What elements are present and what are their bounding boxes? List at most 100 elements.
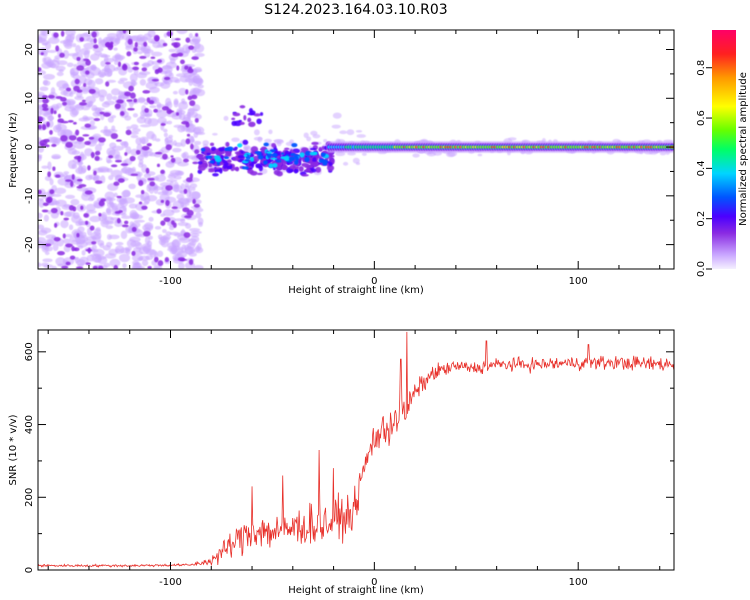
spectral-blob xyxy=(140,189,145,195)
colorbar-ticks: 0.0 0.2 0.4 0.6 0.8 xyxy=(696,60,712,277)
spectral-blob xyxy=(51,265,58,269)
spectral-blob xyxy=(78,218,84,226)
spectral-blob xyxy=(242,139,249,145)
spectral-blob xyxy=(156,59,163,63)
spectral-blob xyxy=(143,173,152,179)
spectral-blob xyxy=(62,49,70,59)
spectral-blob xyxy=(196,154,203,159)
spectral-blob xyxy=(342,161,349,166)
spectral-blob xyxy=(160,220,166,226)
spectral-blob xyxy=(272,163,278,168)
y-tick-label: 0 xyxy=(24,567,35,573)
spectral-blob xyxy=(129,155,136,162)
spectral-blob xyxy=(273,139,284,143)
spectral-blob xyxy=(212,173,219,177)
spectral-blob xyxy=(180,258,187,262)
spectral-blob xyxy=(162,229,167,234)
spectral-blob xyxy=(93,170,97,176)
spectral-blob xyxy=(162,128,168,133)
spectral-blob xyxy=(120,111,125,116)
spectral-blob xyxy=(138,159,144,165)
spectral-blob xyxy=(254,151,261,154)
spectral-blob xyxy=(109,258,121,268)
spectral-blob xyxy=(99,111,105,115)
spectral-blob xyxy=(148,235,153,240)
spectral-blob xyxy=(190,135,195,142)
spectral-blob xyxy=(54,222,58,228)
spectral-blob xyxy=(130,124,139,130)
spectral-blob xyxy=(129,92,136,99)
spectral-blob xyxy=(77,156,82,163)
spectral-blob xyxy=(131,128,141,133)
spectral-blob xyxy=(115,241,124,246)
spectral-blob xyxy=(223,115,229,121)
spectral-blob xyxy=(195,33,199,37)
spectral-blob xyxy=(232,112,241,117)
spectrogram-frame xyxy=(37,29,675,270)
spectral-blob xyxy=(253,129,260,136)
spectral-blob xyxy=(181,98,186,103)
spectral-blob xyxy=(156,109,168,119)
spectral-blob xyxy=(188,66,192,71)
spectral-blob xyxy=(141,67,148,72)
spectral-blob xyxy=(43,214,50,222)
spectral-blob xyxy=(189,183,198,189)
spectral-blob xyxy=(253,113,261,117)
spectral-blob xyxy=(163,76,171,81)
spectral-blob xyxy=(73,140,86,149)
spectrogram-xlabel: Height of straight line (km) xyxy=(288,285,424,296)
spectral-blob xyxy=(83,42,95,50)
spectral-blob xyxy=(79,85,91,92)
spectral-blob xyxy=(77,226,85,233)
spectral-blob xyxy=(100,198,107,202)
spectral-blob xyxy=(237,143,243,148)
spectral-blob xyxy=(63,217,70,221)
spectral-blob xyxy=(81,249,86,256)
spectral-blob xyxy=(70,68,75,78)
spectral-blob xyxy=(66,100,75,106)
spectral-blob xyxy=(46,49,57,54)
spectral-blob xyxy=(49,178,54,186)
spectral-blob xyxy=(49,129,53,135)
spectral-blob xyxy=(38,111,42,117)
spectral-blob xyxy=(122,263,127,269)
spectral-blob xyxy=(83,213,89,218)
spectral-blob xyxy=(132,66,140,71)
spectral-blob xyxy=(98,137,106,143)
spectral-blob xyxy=(176,107,183,114)
spectral-blob xyxy=(157,260,164,267)
spectral-blob xyxy=(84,190,93,195)
spectral-blob xyxy=(321,152,326,156)
spectral-blob xyxy=(137,50,143,55)
spectral-blob xyxy=(189,100,196,107)
spectral-blob xyxy=(283,155,291,161)
spectral-blob xyxy=(137,96,146,104)
spectral-blob xyxy=(124,220,129,225)
spectral-blob xyxy=(125,45,131,51)
spectral-blob xyxy=(114,103,121,110)
spectral-blob xyxy=(149,181,156,187)
spectral-blob xyxy=(142,62,150,69)
spectral-blob xyxy=(115,248,121,253)
x-tick-label: 0 xyxy=(371,276,377,287)
spectral-blob xyxy=(50,211,59,219)
spectral-blob xyxy=(160,199,165,204)
spectral-blob xyxy=(256,118,262,125)
x-tick-label: -100 xyxy=(159,276,182,287)
spectral-blob xyxy=(69,255,76,260)
spectral-blob xyxy=(124,152,128,156)
spectral-blob xyxy=(188,241,197,246)
spectral-blob xyxy=(100,60,106,67)
spectral-blob xyxy=(175,112,180,116)
spectral-blob xyxy=(74,78,80,85)
spectral-blob xyxy=(165,199,170,207)
spectral-blob xyxy=(93,37,97,44)
spectral-blob xyxy=(231,117,236,121)
spectral-blob xyxy=(40,262,50,267)
spectral-blob xyxy=(130,213,139,219)
spectral-blob xyxy=(65,194,76,200)
spectral-blob xyxy=(178,112,186,121)
spectral-blob xyxy=(53,32,59,38)
spectral-blob xyxy=(288,169,294,173)
spectral-blob xyxy=(165,97,172,107)
